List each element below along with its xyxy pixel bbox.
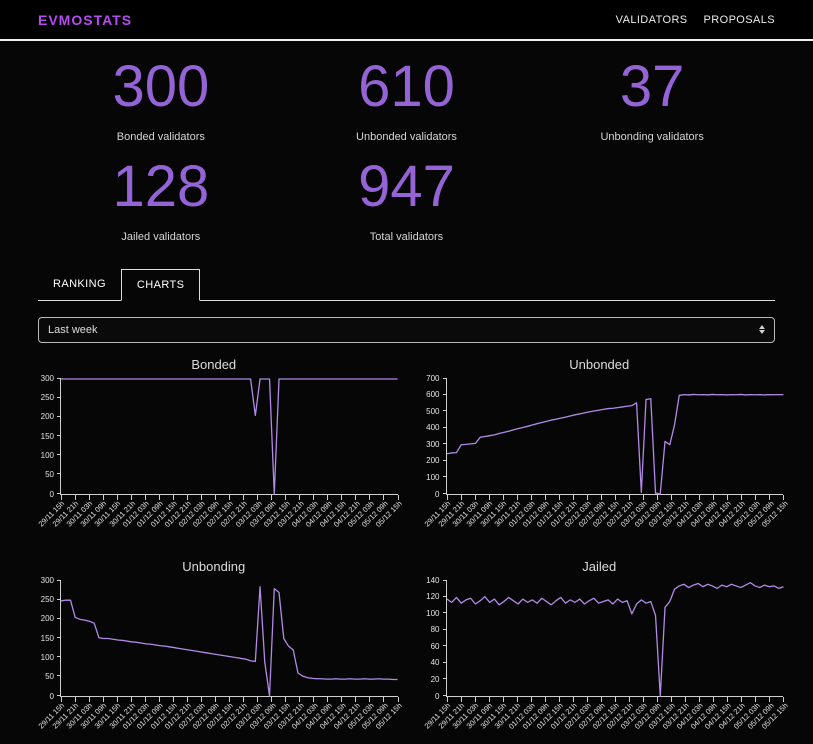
chart-title: Bonded xyxy=(191,356,237,372)
stat-label: Jailed validators xyxy=(121,230,201,243)
chart-title: Unbonding xyxy=(182,558,246,574)
main-nav: VALIDATORS PROPOSALS xyxy=(616,14,775,26)
plot-area xyxy=(442,579,784,702)
chart-body: 0 50 100 150 200 250 300 xyxy=(30,373,399,500)
chart-unbonding: Unbonding 0 50 100 150 200 250 300 29/11 15h 29… xyxy=(30,558,404,743)
chart-jailed: Jailed 0 20 40 60 80 100 120 140 29/11 15h 29/11… xyxy=(416,558,790,743)
stat-value: 128 xyxy=(112,153,210,219)
stat-value: 300 xyxy=(112,54,210,119)
y-axis: 0 50 100 150 200 250 300 xyxy=(40,575,54,701)
chart-title: Unbonded xyxy=(569,356,630,372)
stat-value: 37 xyxy=(619,54,685,119)
stat-bonded-validators: 300 Bonded validators xyxy=(38,55,284,143)
stat-label: Unbonding validators xyxy=(600,130,704,143)
y-axis: 0 100 200 300 400 500 600 700 xyxy=(426,373,440,499)
y-axis: 0 20 40 60 80 100 120 140 xyxy=(426,575,440,701)
chart-body: 0 50 100 150 200 250 300 xyxy=(30,575,399,702)
chart-unbonded: Unbonded 0 100 200 300 400 500 600 700 29/11 15… xyxy=(416,356,790,541)
nav-validators-link[interactable]: VALIDATORS xyxy=(615,13,688,26)
header: EVMOSTATS VALIDATORS PROPOSALS xyxy=(0,0,813,41)
charts-grid: Bonded 0 50 100 150 200 250 300 29/11 15h 29/11… xyxy=(30,356,790,743)
x-axis-labels: 29/11 15h 29/11 21h 30/11 03h 30/11 09h 30/1… xyxy=(36,498,404,529)
x-axis-labels: 29/11 15h 29/11 21h 30/11 03h 30/11 09h 30/1… xyxy=(36,700,404,731)
y-axis: 0 50 100 150 200 250 300 xyxy=(40,373,54,499)
stat-unbonding-validators: 37 Unbonding validators xyxy=(529,55,775,143)
brand-logo[interactable]: EVMOSTATS xyxy=(38,11,133,28)
plot-area xyxy=(57,377,399,500)
x-axis-labels: 29/11 15h 29/11 21h 30/11 03h 30/11 09h 30/1… xyxy=(422,498,790,529)
x-axis-labels: 29/11 15h 29/11 21h 30/11 03h 30/11 09h 30/1… xyxy=(422,700,790,731)
period-select-value: Last week xyxy=(48,323,98,336)
chart-body: 0 20 40 60 80 100 120 140 xyxy=(416,575,784,702)
period-select[interactable]: Last week xyxy=(38,316,775,343)
stat-total-validators: 947 Total validators xyxy=(284,153,530,243)
chart-title: Jailed xyxy=(582,558,617,574)
chart-bonded: Bonded 0 50 100 150 200 250 300 29/11 15h 29/11… xyxy=(30,356,404,541)
stat-label: Bonded validators xyxy=(116,130,205,143)
stats-grid: 300 Bonded validators 610 Unbonded valid… xyxy=(38,55,775,243)
stat-label: Total validators xyxy=(369,230,444,243)
stat-jailed-validators: 128 Jailed validators xyxy=(38,153,284,243)
chart-body: 0 100 200 300 400 500 600 700 xyxy=(416,373,784,500)
plot-area xyxy=(442,377,784,500)
stat-value: 610 xyxy=(358,54,455,119)
nav-proposals-link[interactable]: PROPOSALS xyxy=(703,13,775,26)
select-arrows-icon xyxy=(759,325,765,335)
plot-area xyxy=(57,579,399,702)
stat-unbonded-validators: 610 Unbonded validators xyxy=(284,55,530,143)
tab-ranking[interactable]: RANKING xyxy=(53,277,106,290)
tab-bar: RANKING CHARTS xyxy=(38,268,775,301)
tab-charts[interactable]: CHARTS xyxy=(120,268,201,301)
stat-label: Unbonded validators xyxy=(356,130,457,143)
stat-value: 947 xyxy=(358,153,455,219)
